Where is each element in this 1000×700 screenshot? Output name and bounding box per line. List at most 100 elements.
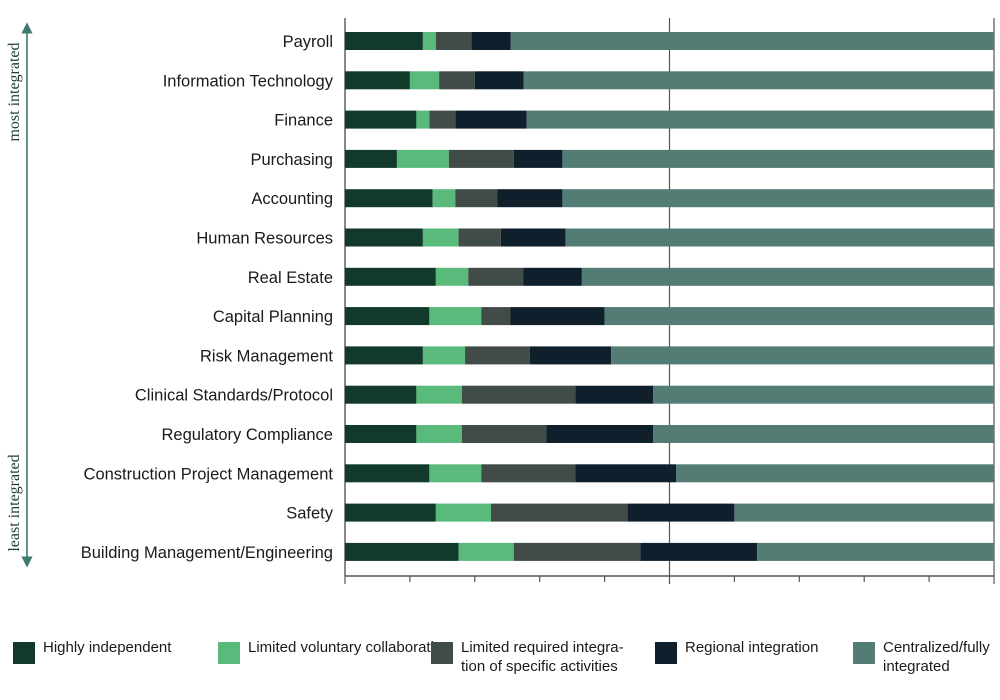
bar-segment-3 [491, 503, 628, 522]
bar-segment-3 [481, 464, 576, 483]
bar-segment-2 [432, 189, 456, 208]
bar-segment-2 [416, 110, 430, 129]
bar-segment-1 [345, 503, 436, 522]
bar-segment-1 [345, 149, 397, 168]
bar-segment-2 [396, 149, 449, 168]
least-integrated-label: least integrated [6, 454, 23, 551]
bar-segment-3 [429, 110, 456, 129]
legend-item: Centralized/fully integrated [853, 632, 990, 676]
bar-segment-2 [409, 71, 440, 90]
bar-segment-2 [458, 542, 514, 561]
bar-segment-4 [575, 464, 676, 483]
category-label: Accounting [251, 190, 333, 208]
legend-swatch [431, 642, 453, 664]
bar-segment-5 [581, 267, 994, 286]
bar-segment-1 [345, 542, 459, 561]
bar-segment-5 [523, 71, 994, 90]
category-label: Payroll [283, 33, 333, 51]
bar-segment-4 [575, 385, 654, 404]
bar-segment-3 [458, 228, 501, 247]
bar-segment-3 [461, 425, 547, 443]
bar-segment-3 [435, 32, 472, 50]
bar-segment-4 [471, 32, 511, 50]
bar-segment-2 [416, 385, 462, 404]
legend-swatch [13, 642, 35, 664]
category-label: Risk Management [200, 347, 333, 365]
bar-segment-5 [653, 385, 994, 404]
category-labels: Payroll Information Technology Finance Purc… [81, 33, 334, 562]
gridlines [344, 18, 995, 576]
bar-segment-2 [429, 307, 482, 326]
bar-segment-5 [562, 189, 994, 208]
category-label: Human Resources [196, 230, 333, 248]
bar-segment-1 [345, 425, 417, 443]
category-label: Capital Planning [213, 308, 333, 326]
bar-segment-3 [448, 149, 514, 168]
bar-segment-2 [422, 346, 466, 365]
bar-segment-2 [435, 267, 469, 286]
bar-segment-1 [345, 464, 430, 483]
bar-segment-5 [526, 110, 994, 129]
legend-label: Highly independent [43, 639, 172, 656]
category-label: Building Management/Engineering [81, 544, 333, 562]
bar-segment-4 [627, 503, 735, 522]
stacked-bar-chart: most integrated least integrated Payroll… [6, 18, 995, 584]
bar-segment-2 [429, 464, 482, 483]
category-label: Safety [286, 505, 334, 523]
legend-label: Limited required integra- tion of specif… [461, 639, 624, 675]
category-label: Information Technology [163, 72, 334, 90]
bar-segment-5 [510, 32, 994, 50]
bar-segment-1 [345, 228, 423, 247]
bar-segment-1 [345, 307, 430, 326]
category-label: Real Estate [248, 269, 333, 287]
bar-segment-5 [611, 346, 994, 365]
bar-segment-5 [757, 542, 994, 561]
bar-segment-5 [734, 503, 994, 522]
bar-segment-1 [345, 189, 433, 208]
category-label: Regulatory Compliance [161, 426, 333, 444]
bar-segment-2 [435, 503, 492, 522]
bar-segment-3 [461, 385, 576, 404]
bar-segment-5 [653, 425, 994, 443]
bar-segment-5 [565, 228, 994, 247]
bar-segment-1 [345, 110, 417, 129]
legend-item: Limited required integra- tion of specif… [431, 632, 624, 676]
legend-item: Limited voluntary collaboration [218, 632, 451, 664]
bar-segment-1 [345, 71, 410, 90]
bar-segment-4 [455, 110, 527, 129]
bar-segment-5 [675, 464, 994, 483]
bar-segment-1 [345, 267, 436, 286]
bar-segment-3 [439, 71, 475, 90]
bar-segment-2 [422, 228, 459, 247]
x-axis [344, 575, 995, 584]
bar-segment-4 [523, 267, 582, 286]
bar-segment-1 [345, 32, 423, 50]
category-label: Finance [274, 112, 333, 130]
bar-segment-4 [640, 542, 758, 561]
bar-segment-4 [500, 228, 566, 247]
integration-scale-annotation: most integrated least integrated [6, 22, 33, 568]
bar-segment-3 [481, 307, 511, 326]
bar-segment-5 [562, 149, 994, 168]
bar-segment-2 [422, 32, 436, 50]
category-label: Clinical Standards/Protocol [135, 387, 333, 405]
bar-segment-1 [345, 346, 423, 365]
category-label: Purchasing [250, 151, 333, 169]
legend-label: Regional integration [685, 639, 819, 656]
bar-segment-5 [604, 307, 994, 326]
bar-segment-4 [529, 346, 612, 365]
bar-segment-3 [455, 189, 498, 208]
bar-segment-3 [513, 542, 641, 561]
bar-segment-4 [497, 189, 563, 208]
legend-item: Highly independent [13, 632, 171, 664]
legend-swatch [655, 642, 677, 664]
legend-label: Limited voluntary collaboration [248, 639, 451, 656]
legend-swatch [218, 642, 240, 664]
legend: Highly independent Limited voluntary coll… [0, 632, 1000, 692]
most-integrated-label: most integrated [6, 42, 23, 141]
bar-segment-4 [513, 149, 563, 168]
legend-label: Centralized/fully integrated [883, 639, 990, 675]
bar-segment-1 [345, 385, 417, 404]
bars [345, 32, 994, 561]
bar-segment-3 [465, 346, 530, 365]
